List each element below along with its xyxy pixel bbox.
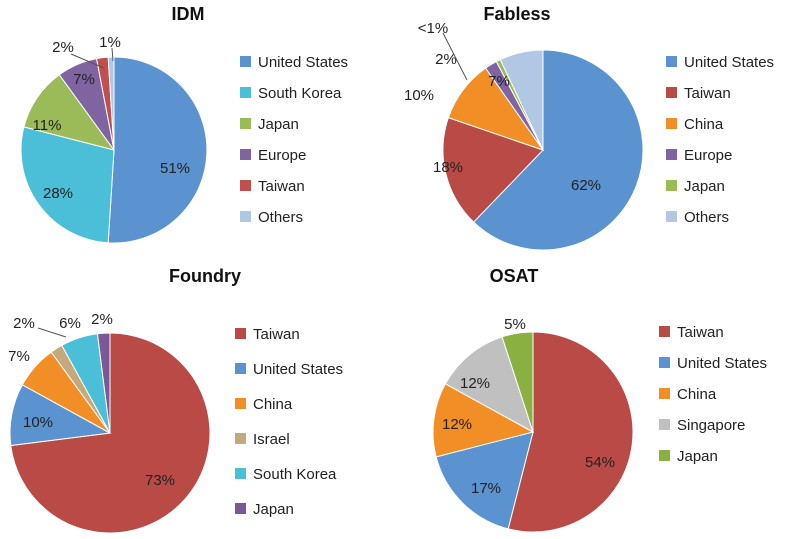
slice-label-israel: 2% (13, 315, 35, 332)
chart-panel-osat: OSAT 54% 17% 12% 12% 5% Taiwan United States C… (401, 262, 802, 539)
legend-swatch-united-states (659, 357, 670, 368)
legend-swatch-united-states (240, 56, 251, 67)
legend-label-others: Others (258, 209, 303, 226)
pie-slice-taiwan (442, 117, 544, 223)
pie-slice-united-states (472, 49, 644, 251)
legend-swatch-singapore (659, 419, 670, 430)
pie-slice-united-states (435, 431, 534, 530)
leader-line (37, 327, 67, 338)
legend-swatch-china (666, 118, 677, 129)
slice-label-japan: 11% (33, 117, 62, 134)
fabless-pie-chart: Fabless 62% 18% 10% 2% <1% 7% United States Ta… (404, 4, 774, 251)
pie-slice-china (432, 383, 535, 458)
legend-label-united-states: United States (684, 54, 774, 71)
leader-line (442, 32, 468, 81)
legend-label-taiwan: Taiwan (677, 324, 724, 341)
legend-label-china: China (684, 116, 724, 133)
legend-label-united-states: United States (253, 361, 343, 378)
pie-slice-singapore (444, 336, 534, 434)
slice-label-united-states: 51% (160, 160, 190, 177)
chart-title: OSAT (490, 266, 539, 286)
slice-label-taiwan: 2% (52, 39, 74, 56)
legend-label-japan: Japan (258, 116, 299, 133)
legend-label-united-states: United States (258, 54, 348, 71)
slice-label-japan: <1% (418, 20, 448, 37)
pie-slice-others (499, 49, 544, 151)
legend-label-others: Others (684, 209, 729, 226)
legend-swatch-south-korea (235, 468, 246, 479)
legend-swatch-taiwan (235, 328, 246, 339)
foundry-pie-chart: Foundry 73% 10% 7% 2% 6% 2% Taiwan United Stat… (8, 266, 343, 534)
legend-swatch-japan (666, 180, 677, 191)
chart-title: Fabless (483, 4, 550, 24)
legend-label-south-korea: South Korea (253, 466, 337, 483)
slice-label-taiwan: 18% (433, 159, 463, 176)
slice-label-taiwan: 54% (585, 454, 615, 471)
legend-label-taiwan: Taiwan (253, 326, 300, 343)
legend-label-united-states: United States (677, 355, 767, 372)
legend-label-china: China (253, 396, 293, 413)
slice-label-south-korea: 28% (43, 185, 73, 202)
slice-label-south-korea: 6% (59, 315, 81, 332)
pie-slice-taiwan (507, 331, 634, 533)
chart-panel-foundry: Foundry 73% 10% 7% 2% 6% 2% Taiwan United Stat… (0, 262, 401, 539)
legend-swatch-united-states (235, 363, 246, 374)
legend-swatch-south-korea (240, 87, 251, 98)
slice-label-china: 12% (442, 416, 472, 433)
slice-label-others: 1% (99, 34, 121, 51)
legend-swatch-china (235, 398, 246, 409)
legend-swatch-others (240, 211, 251, 222)
pie-slice-japan (501, 331, 534, 433)
legend-swatch-others (666, 211, 677, 222)
slice-label-japan: 5% (504, 316, 526, 333)
slice-label-europe: 2% (435, 51, 457, 68)
pie-slice-others (107, 56, 115, 151)
legend-label-taiwan: Taiwan (258, 178, 305, 195)
osat-pie-chart: OSAT 54% 17% 12% 12% 5% Taiwan United States C… (432, 266, 767, 533)
slice-label-singapore: 12% (460, 375, 490, 392)
slice-label-united-states: 10% (23, 414, 53, 431)
idm-pie-chart: IDM 51% 28% 11% 7% 2% 1% United States South K… (20, 4, 348, 244)
legend-swatch-japan (659, 450, 670, 461)
legend-label-japan: Japan (684, 178, 725, 195)
slice-label-china: 10% (404, 87, 434, 104)
leader-line (70, 53, 105, 69)
legend-label-south-korea: South Korea (258, 85, 342, 102)
legend-swatch-europe (240, 149, 251, 160)
slice-label-united-states: 17% (471, 480, 501, 497)
leader-line (111, 47, 114, 62)
pie-slice-japan (96, 332, 111, 434)
legend-swatch-israel (235, 433, 246, 444)
legend-swatch-united-states (666, 56, 677, 67)
legend-swatch-japan (235, 503, 246, 514)
legend-label-china: China (677, 386, 717, 403)
slice-label-others: 7% (488, 73, 510, 90)
legend-swatch-taiwan (666, 87, 677, 98)
slice-label-japan: 2% (91, 311, 113, 328)
legend-label-japan: Japan (677, 448, 718, 465)
legend-swatch-china (659, 388, 670, 399)
legend-label-europe: Europe (258, 147, 306, 164)
chart-title: IDM (172, 4, 205, 24)
legend-label-japan: Japan (253, 501, 294, 518)
pie-slice-south-korea (20, 126, 115, 244)
legend-swatch-taiwan (659, 326, 670, 337)
legend-label-singapore: Singapore (677, 417, 745, 434)
chart-title: Foundry (169, 266, 241, 286)
chart-panel-idm: IDM 51% 28% 11% 7% 2% 1% United States South K… (0, 0, 401, 262)
slice-label-china: 7% (8, 348, 30, 365)
legend-swatch-europe (666, 149, 677, 160)
slice-label-united-states: 62% (571, 177, 601, 194)
legend-swatch-japan (240, 118, 251, 129)
legend-swatch-taiwan (240, 180, 251, 191)
pie-slice-united-states (107, 56, 208, 244)
slice-label-europe: 7% (73, 71, 95, 88)
legend-label-europe: Europe (684, 147, 732, 164)
legend-label-taiwan: Taiwan (684, 85, 731, 102)
slice-label-taiwan: 73% (145, 472, 175, 489)
legend-label-israel: Israel (253, 431, 290, 448)
chart-panel-fabless: Fabless 62% 18% 10% 2% <1% 7% United States Ta… (401, 0, 802, 262)
